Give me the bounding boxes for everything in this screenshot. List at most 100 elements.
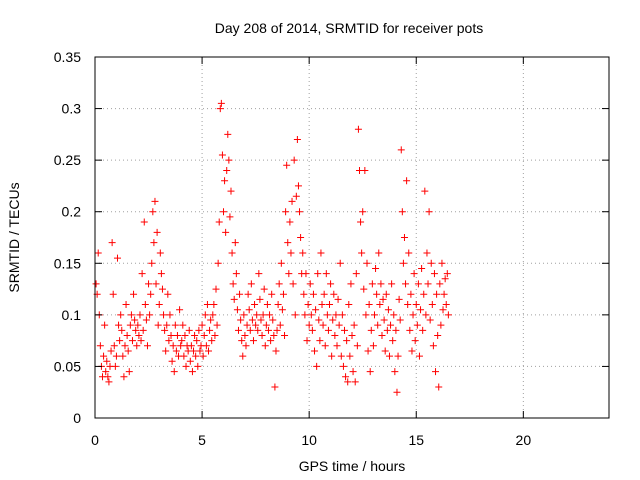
data-point [137,337,145,345]
data-point [201,311,209,319]
data-point [304,301,312,309]
data-point [358,249,366,257]
data-point [428,301,436,309]
data-point [288,197,296,205]
data-point [260,285,268,293]
y-tick-label: 0.15 [54,255,81,271]
data-point [353,342,361,350]
data-point [302,270,310,278]
data-point [130,290,138,298]
data-point [326,301,334,309]
data-point [282,208,290,216]
data-point [111,362,119,370]
data-point [162,347,170,355]
data-point [317,249,325,257]
data-point [411,337,419,345]
data-point [212,285,220,293]
data-point [380,316,388,324]
data-point [271,383,279,391]
data-point [284,239,292,247]
data-point [406,326,414,334]
data-point [249,337,257,345]
data-point [377,280,385,288]
data-point [440,290,448,298]
data-point [370,311,378,319]
x-axis-label: GPS time / hours [299,458,406,474]
data-point [165,337,173,345]
data-point [291,311,299,319]
data-point [309,290,317,298]
data-point [203,301,211,309]
data-point [348,331,356,339]
y-tick-label: 0 [73,410,81,426]
data-point [135,331,143,339]
data-point [341,326,349,334]
data-point [378,331,386,339]
data-point [148,259,156,267]
data-point [237,316,245,324]
data-point [354,125,362,133]
data-point [437,321,445,329]
data-point [267,337,275,345]
data-point [343,337,351,345]
data-point [234,326,242,334]
data-point [312,306,320,314]
data-point [289,280,297,288]
data-point [272,347,280,355]
data-point [424,280,432,288]
data-point [383,326,391,334]
data-point [238,337,246,345]
data-point [221,177,229,185]
data-point [100,352,108,360]
data-point [242,342,250,350]
data-point [128,337,136,345]
data-point [169,342,177,350]
data-point [145,280,153,288]
data-point [170,368,178,376]
data-point [109,290,117,298]
data-point [173,331,181,339]
data-point [396,316,404,324]
data-point [412,301,420,309]
data-point [331,331,339,339]
data-point [389,337,397,345]
data-point [262,321,270,329]
data-point [408,347,416,355]
data-point [303,337,311,345]
data-point [281,331,289,339]
data-point [339,362,347,370]
data-point [335,321,343,329]
data-point [374,321,382,329]
data-point [393,388,401,396]
data-point [258,331,266,339]
data-point [376,301,384,309]
data-point [300,290,308,298]
data-point [118,326,126,334]
data-point [115,321,123,329]
data-point [253,311,261,319]
data-point [337,352,345,360]
data-point [372,264,380,272]
data-point [187,342,195,350]
data-point [207,316,215,324]
data-point [194,362,202,370]
data-point [415,352,423,360]
data-point [381,347,389,355]
data-point [266,311,274,319]
data-point [365,301,373,309]
data-point [438,259,446,267]
data-point [275,280,283,288]
data-point [333,342,341,350]
data-point [140,218,148,226]
data-point [402,280,410,288]
data-point [146,311,154,319]
data-point [287,249,295,257]
data-point [220,208,227,216]
data-point [321,342,329,350]
data-point [131,316,139,324]
data-point [351,378,359,386]
data-point [103,357,111,365]
data-point [223,166,231,174]
data-point [417,306,425,314]
